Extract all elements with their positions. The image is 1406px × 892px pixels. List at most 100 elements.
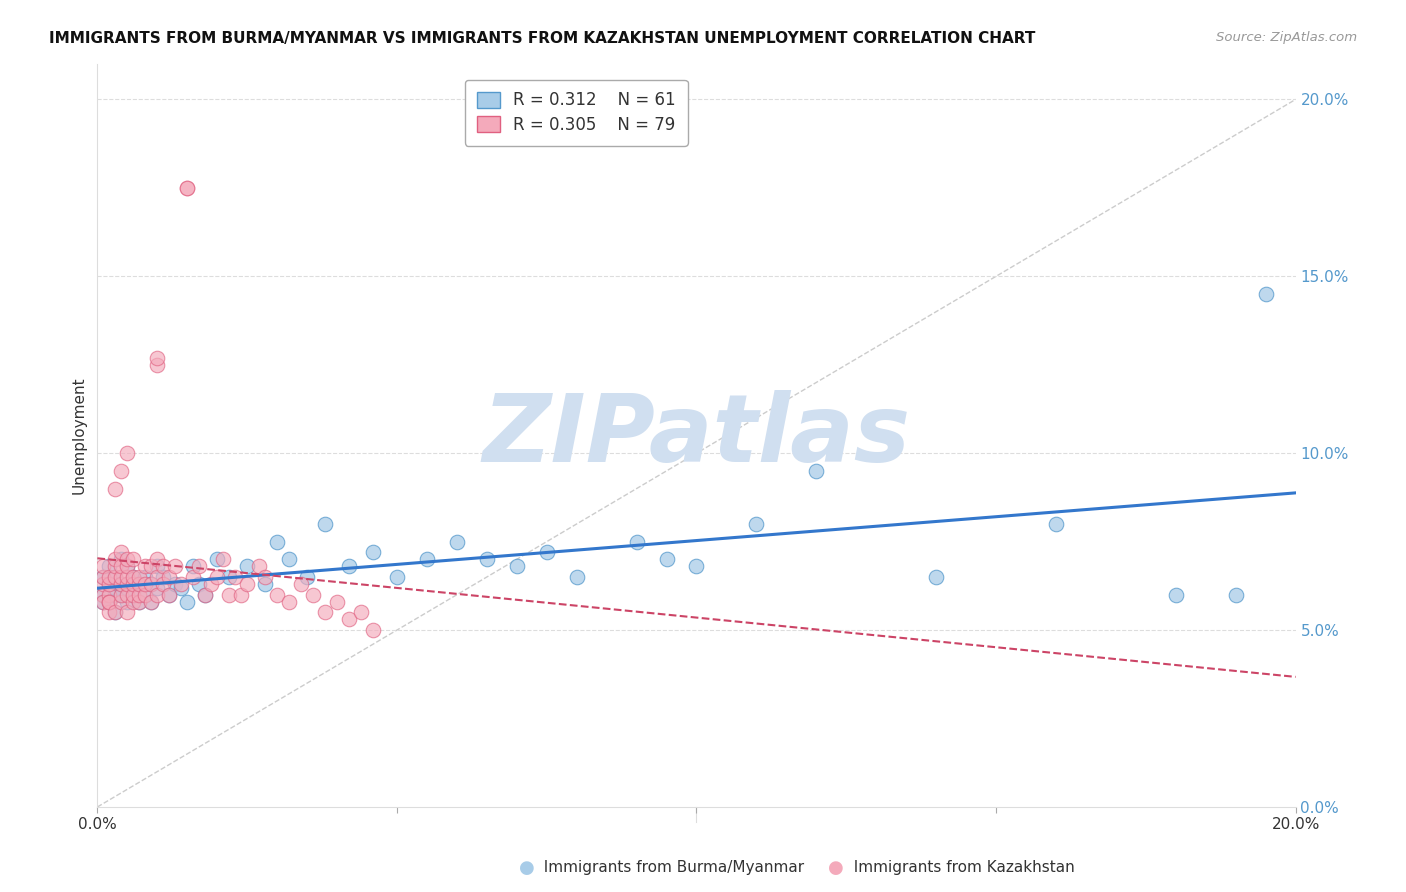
Text: Immigrants from Kazakhstan: Immigrants from Kazakhstan [844, 861, 1074, 875]
Point [212, 552, 235, 566]
Point [93, 588, 115, 602]
Point [152, 570, 174, 584]
Point [157, 570, 180, 584]
Point [626, 534, 648, 549]
Point [98, 577, 121, 591]
Point [134, 570, 156, 584]
Point [98, 570, 121, 584]
Point [385, 570, 408, 584]
Point [110, 588, 132, 602]
Point [194, 588, 217, 602]
Point [224, 570, 246, 584]
Point [200, 577, 222, 591]
Point [104, 588, 127, 602]
Point [122, 570, 145, 584]
Point [110, 464, 132, 478]
Point [925, 570, 948, 584]
Point [170, 581, 193, 595]
Point [134, 588, 156, 602]
Point [104, 606, 127, 620]
Point [236, 577, 259, 591]
Point [122, 588, 145, 602]
Point [176, 181, 198, 195]
Point [1164, 588, 1187, 602]
Point [361, 623, 384, 637]
Point [117, 559, 139, 574]
Point [128, 570, 150, 584]
Point [128, 595, 150, 609]
Point [302, 588, 325, 602]
Point [93, 570, 115, 584]
Point [205, 570, 228, 584]
Point [110, 588, 132, 602]
Point [128, 588, 150, 602]
Point [104, 570, 127, 584]
Point [188, 559, 211, 574]
Point [141, 595, 163, 609]
Point [117, 570, 139, 584]
Point [337, 612, 360, 626]
Point [247, 559, 270, 574]
Point [266, 534, 288, 549]
Point [141, 577, 163, 591]
Point [176, 181, 198, 195]
Point [188, 577, 211, 591]
Point [314, 606, 336, 620]
Point [1045, 516, 1067, 531]
Text: ZIPatlas: ZIPatlas [482, 390, 911, 482]
Point [806, 464, 828, 478]
Point [146, 559, 169, 574]
Point [110, 552, 132, 566]
Point [110, 559, 132, 574]
Point [93, 595, 115, 609]
Point [1254, 287, 1277, 301]
Point [134, 588, 156, 602]
Point [314, 516, 336, 531]
Point [231, 588, 253, 602]
Point [141, 577, 163, 591]
Point [134, 559, 156, 574]
Point [565, 570, 588, 584]
Point [104, 482, 127, 496]
Point [218, 570, 240, 584]
Point [181, 570, 204, 584]
Point [117, 559, 139, 574]
Point [93, 570, 115, 584]
Point [506, 559, 529, 574]
Point [122, 577, 145, 591]
Point [176, 595, 198, 609]
Point [236, 559, 259, 574]
Point [446, 534, 468, 549]
Point [146, 570, 169, 584]
Point [685, 559, 707, 574]
Point [104, 552, 127, 566]
Text: ●: ● [828, 859, 844, 877]
Point [110, 545, 132, 559]
Point [98, 588, 121, 602]
Point [117, 595, 139, 609]
Point [146, 581, 169, 595]
Point [337, 559, 360, 574]
Point [416, 552, 439, 566]
Point [146, 588, 169, 602]
Point [93, 595, 115, 609]
Point [350, 606, 373, 620]
Point [194, 588, 217, 602]
Point [122, 552, 145, 566]
Point [157, 588, 180, 602]
Point [141, 595, 163, 609]
Point [104, 606, 127, 620]
Text: IMMIGRANTS FROM BURMA/MYANMAR VS IMMIGRANTS FROM KAZAKHSTAN UNEMPLOYMENT CORRELA: IMMIGRANTS FROM BURMA/MYANMAR VS IMMIGRA… [49, 31, 1036, 46]
Point [218, 588, 240, 602]
Point [278, 552, 301, 566]
Point [152, 577, 174, 591]
Point [98, 595, 121, 609]
Point [254, 570, 277, 584]
Point [122, 588, 145, 602]
Point [128, 577, 150, 591]
Point [117, 588, 139, 602]
Point [117, 606, 139, 620]
Point [110, 595, 132, 609]
Point [170, 577, 193, 591]
Point [110, 577, 132, 591]
